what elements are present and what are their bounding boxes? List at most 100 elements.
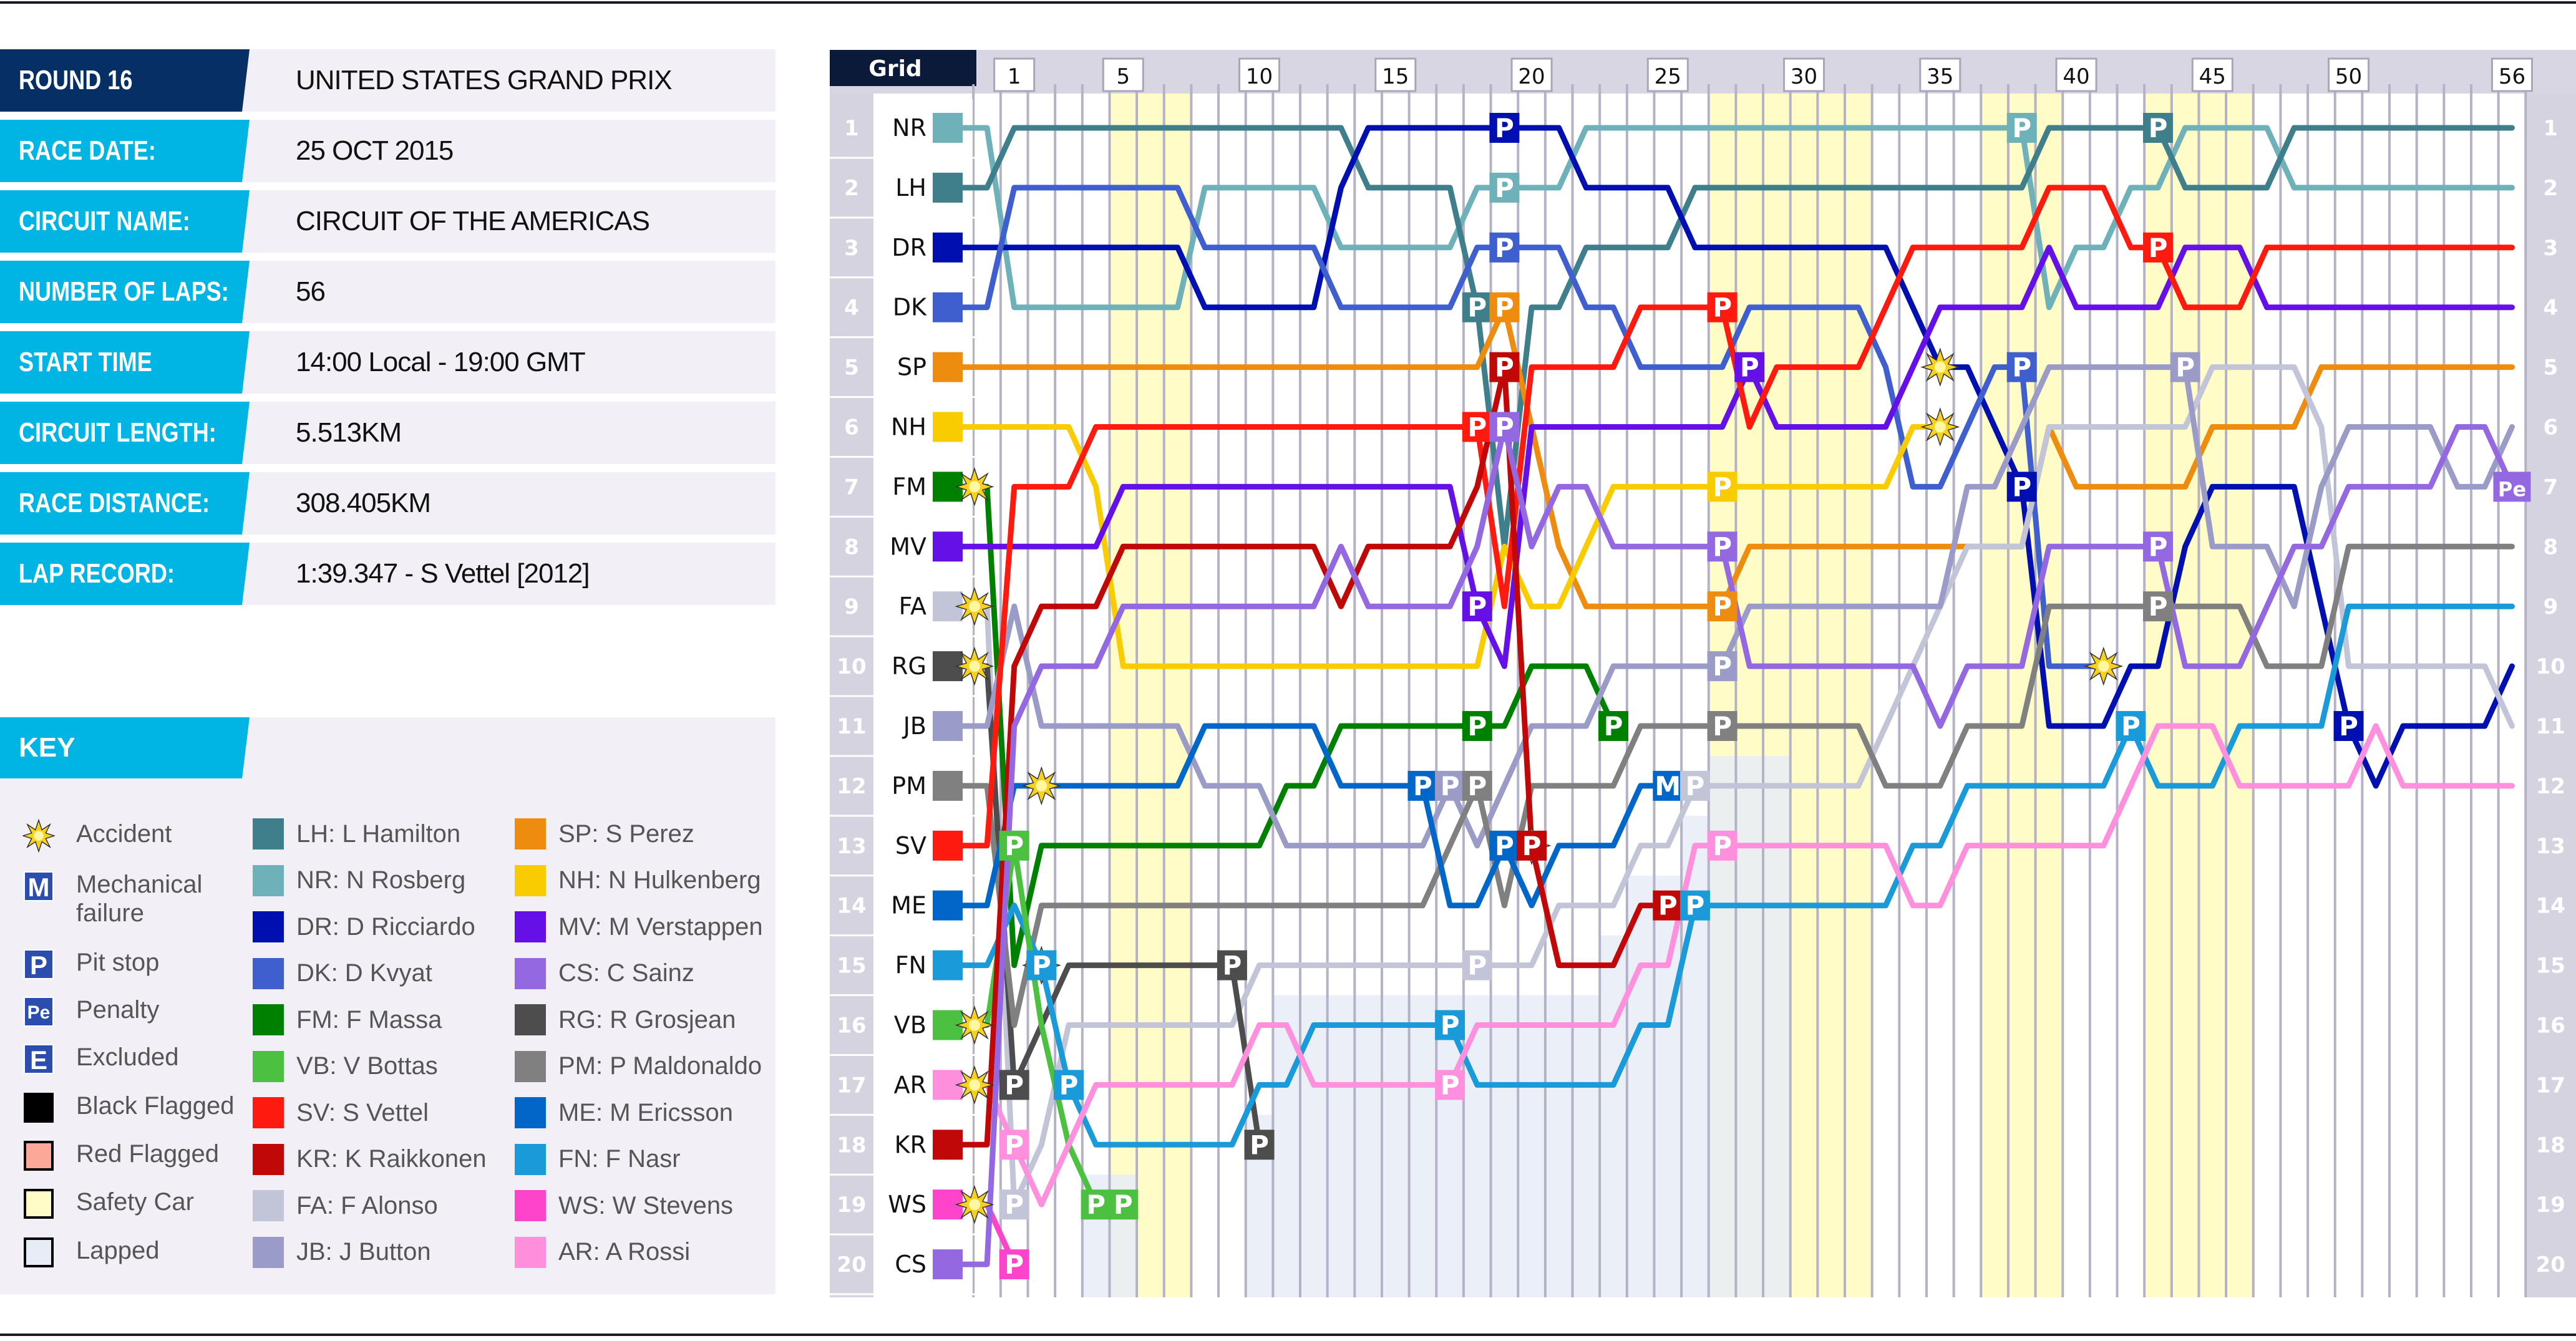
pit-stop-icon: P [1462,950,1492,981]
pit-stop-icon: P [2116,711,2146,742]
position-label-right: 4 [2543,296,2558,321]
info-label-box: START TIME [0,331,250,394]
driver-legend-label: NR: N Rosberg [296,866,466,894]
position-label: 18 [837,1133,866,1158]
marker-letter: P [1686,891,1705,921]
marker-box [2143,232,2173,263]
position-label: 5 [844,356,859,380]
pit-stop-icon: P [999,1130,1029,1160]
pit-stop-icon: P [1217,950,1247,981]
key-label: Penalty [76,996,160,1024]
driver-legend-label: PM: P Maldonaldo [558,1052,762,1080]
pit-stop-icon: P [2143,232,2173,263]
grid-driver-code: RG [892,652,926,680]
series-line-nr [960,125,2515,311]
driver-legend-item: FM: F Massa [253,1004,442,1035]
grid-color-swatch [933,711,963,741]
marker-letter: P [1004,1130,1024,1160]
pit-stop-icon: P [1244,1130,1275,1160]
position-label-right: 17 [2536,1073,2565,1098]
marker-box [1707,292,1738,322]
position-label: 3 [844,236,859,261]
grid-driver-code: KR [895,1131,926,1158]
driver-color-swatch [515,1097,546,1128]
driver-legend-item: AR: A Rossi [515,1236,690,1268]
driver-color-swatch [253,818,284,850]
marker-box [2006,113,2037,143]
pit-stop-icon: P [1435,770,1465,801]
marker-box [1026,950,1057,980]
pit-stop-icon: P [2143,113,2173,143]
series-line-nh [960,424,1943,669]
driver-legend-label: KR: K Raikkonen [296,1145,487,1173]
marker-box [999,1070,1029,1100]
driver-legend-label: FN: F Nasr [558,1145,681,1173]
series-line-fa [960,364,2515,1208]
marker-letter: P [1032,951,1051,981]
race-name: UNITED STATES GRAND PRIX [296,65,673,95]
accident-icon [1021,766,1061,806]
pit-stop-icon: P [999,1249,1029,1280]
driver-legend-item: WS: W Stevens [515,1190,733,1221]
grid-driver-code: FA [899,593,926,620]
lap-tick-label: 5 [1116,64,1130,89]
info-value: 14:00 Local - 19:00 GMT [296,347,586,377]
marker-box [1407,770,1438,801]
safety-car-band [1981,94,2063,1297]
accident-star-center [1934,421,1946,433]
laps-row: NUMBER OF LAPS: 56 [0,261,775,323]
key-pit-stop: P Pit stop [22,948,159,980]
info-value: 5.513KM [296,417,402,448]
key-label: Red Flagged [76,1140,220,1168]
position-label-right: 11 [2536,714,2565,739]
accident-star-center [969,1079,980,1091]
accident-star-center [969,601,980,612]
pit-stop-icon: P [2143,591,2173,622]
race-date-row: RACE DATE: 25 OCT 2015 [0,120,775,182]
safety-car-band [1109,94,1192,1297]
pit-stop-icon: P [1707,531,1738,562]
marker-letter: P [1441,1070,1460,1100]
grid-color-swatch [933,352,963,382]
driver-color-swatch [515,1143,546,1175]
marker-letter: P [1004,1249,1024,1280]
position-label-right: 1 [2543,116,2558,141]
accident-icon [955,586,994,626]
marker-letter: P [2149,591,2168,622]
series-line-dk [960,185,2107,669]
circuit-name-row: CIRCUIT NAME: CIRCUIT OF THE AMERICAS [0,190,775,253]
driver-legend-item: NH: N Hulkenberg [515,864,761,896]
position-label-right: 20 [2536,1252,2565,1277]
penalty-icon: Pe [24,997,54,1027]
driver-color-swatch [515,911,546,942]
marker-box [1462,711,1492,741]
driver-color-swatch [515,1190,546,1221]
marker-box [2006,352,2037,382]
driver-legend-item: KR: K Raikkonen [253,1143,487,1175]
lap-tick-label: 20 [1518,64,1545,89]
marker-letter: P [1495,831,1514,861]
marker-box [1462,770,1492,801]
grid-color-swatch [933,232,963,263]
pit-stop-icon: P [1517,830,1547,861]
driver-color-swatch [253,1236,284,1268]
pit-stop-icon: P [1489,292,1520,323]
marker-letter: P [1467,711,1487,742]
series-line-fn [960,603,2515,1148]
info-label: CIRCUIT LENGTH: [19,417,216,448]
lap-tick-label: 35 [1927,64,1953,89]
lap-tick-box [1783,57,1825,92]
driver-legend-label: VB: V Bottas [296,1052,438,1080]
position-label-right: 7 [2543,475,2558,500]
driver-legend-label: RG: R Grosjean [558,1005,736,1034]
driver-legend-item: DR: D Ricciardo [253,911,475,942]
info-label-box: CIRCUIT LENGTH: [0,402,250,464]
pit-stop-icon: P [1707,292,1738,323]
key-safety-car: Safety Car [22,1188,194,1220]
key-title: KEY [0,717,250,778]
marker-box [2333,711,2364,741]
driver-color-swatch [515,864,546,896]
marker-box [1435,1010,1465,1040]
info-label: RACE DISTANCE: [19,488,210,518]
marker-letter: P [1004,831,1024,861]
